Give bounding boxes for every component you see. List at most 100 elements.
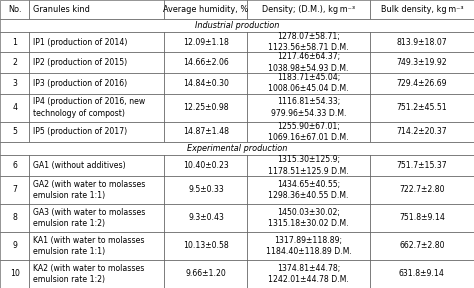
Text: 14.66±2.06: 14.66±2.06: [183, 58, 229, 67]
Bar: [29, 155, 164, 176]
Bar: [247, 73, 370, 94]
Bar: [164, 0, 247, 19]
Text: 1450.03±30.02;
1315.18±30.02 D.M.: 1450.03±30.02; 1315.18±30.02 D.M.: [268, 208, 349, 228]
Text: GA2 (with water to molasses
emulsion rate 1:1): GA2 (with water to molasses emulsion rat…: [33, 180, 145, 200]
Bar: [29, 0, 164, 19]
Bar: [370, 73, 474, 94]
Bar: [247, 122, 370, 142]
Text: 9.5±0.33: 9.5±0.33: [188, 185, 224, 194]
Text: 1116.81±54.33;
979.96±54.33 D.M.: 1116.81±54.33; 979.96±54.33 D.M.: [271, 97, 346, 118]
Text: 9.3±0.43: 9.3±0.43: [188, 213, 224, 222]
Text: KA2 (with water to molasses
emulsion rate 1:2): KA2 (with water to molasses emulsion rat…: [33, 264, 144, 284]
Bar: [29, 122, 164, 142]
Text: 1: 1: [12, 37, 17, 47]
Bar: [370, 0, 474, 19]
Text: 1317.89±118.89;
1184.40±118.89 D.M.: 1317.89±118.89; 1184.40±118.89 D.M.: [265, 236, 352, 256]
Bar: [0, 0, 29, 19]
Bar: [247, 155, 370, 176]
Text: 751.2±45.51: 751.2±45.51: [396, 103, 447, 112]
Text: 749.3±19.92: 749.3±19.92: [397, 58, 447, 67]
Bar: [29, 204, 164, 232]
Text: Bulk density, kg m⁻³: Bulk density, kg m⁻³: [381, 5, 463, 14]
Bar: [247, 94, 370, 122]
Bar: [29, 52, 164, 73]
Text: KA1 (with water to molasses
emulsion rate 1:1): KA1 (with water to molasses emulsion rat…: [33, 236, 144, 256]
Text: IP5 (production of 2017): IP5 (production of 2017): [33, 127, 127, 136]
Text: IP4 (production of 2016, new
technology of compost): IP4 (production of 2016, new technology …: [33, 97, 145, 118]
Text: IP2 (production of 2015): IP2 (production of 2015): [33, 58, 127, 67]
Text: 9.66±1.20: 9.66±1.20: [186, 270, 226, 278]
Bar: [0, 32, 29, 52]
Text: 8: 8: [12, 213, 17, 222]
Text: Average humidity, %: Average humidity, %: [164, 5, 248, 14]
Bar: [247, 176, 370, 204]
Bar: [370, 260, 474, 288]
Bar: [164, 155, 247, 176]
Bar: [370, 52, 474, 73]
Text: IP3 (production of 2016): IP3 (production of 2016): [33, 79, 127, 88]
Text: 729.4±26.69: 729.4±26.69: [397, 79, 447, 88]
Text: 4: 4: [12, 103, 17, 112]
Bar: [0, 122, 29, 142]
Text: 6: 6: [12, 161, 17, 170]
Bar: [0, 142, 474, 155]
Bar: [0, 176, 29, 204]
Text: GA3 (with water to molasses
emulsion rate 1:2): GA3 (with water to molasses emulsion rat…: [33, 208, 145, 228]
Text: Granules kind: Granules kind: [33, 5, 90, 14]
Bar: [247, 204, 370, 232]
Bar: [164, 260, 247, 288]
Bar: [247, 52, 370, 73]
Bar: [29, 260, 164, 288]
Text: 3: 3: [12, 79, 17, 88]
Bar: [370, 204, 474, 232]
Text: 1217.46±64.37;
1038.98±54.93 D.M.: 1217.46±64.37; 1038.98±54.93 D.M.: [268, 52, 349, 73]
Text: 9: 9: [12, 241, 17, 251]
Bar: [164, 73, 247, 94]
Bar: [164, 176, 247, 204]
Text: No.: No.: [8, 5, 21, 14]
Text: 751.8±9.14: 751.8±9.14: [399, 213, 445, 222]
Bar: [164, 52, 247, 73]
Text: 14.87±1.48: 14.87±1.48: [183, 127, 229, 136]
Bar: [370, 94, 474, 122]
Bar: [370, 122, 474, 142]
Text: 813.9±18.07: 813.9±18.07: [397, 37, 447, 47]
Text: 12.25±0.98: 12.25±0.98: [183, 103, 229, 112]
Bar: [370, 176, 474, 204]
Text: IP1 (production of 2014): IP1 (production of 2014): [33, 37, 127, 47]
Text: 1434.65±40.55;
1298.36±40.55 D.M.: 1434.65±40.55; 1298.36±40.55 D.M.: [268, 180, 349, 200]
Bar: [0, 52, 29, 73]
Text: 5: 5: [12, 127, 17, 136]
Text: 631.8±9.14: 631.8±9.14: [399, 270, 445, 278]
Text: 1278.07±58.71;
1123.56±58.71 D.M.: 1278.07±58.71; 1123.56±58.71 D.M.: [268, 32, 349, 52]
Bar: [29, 176, 164, 204]
Text: Industrial production: Industrial production: [195, 21, 279, 30]
Text: 14.84±0.30: 14.84±0.30: [183, 79, 229, 88]
Text: GA1 (without additives): GA1 (without additives): [33, 161, 125, 170]
Bar: [164, 32, 247, 52]
Bar: [29, 232, 164, 260]
Bar: [370, 32, 474, 52]
Text: 1374.81±44.78;
1242.01±44.78 D.M.: 1374.81±44.78; 1242.01±44.78 D.M.: [268, 264, 349, 284]
Bar: [0, 204, 29, 232]
Text: 10.40±0.23: 10.40±0.23: [183, 161, 229, 170]
Text: 1315.30±125.9;
1178.51±125.9 D.M.: 1315.30±125.9; 1178.51±125.9 D.M.: [268, 155, 349, 176]
Bar: [0, 19, 474, 32]
Text: 714.2±20.37: 714.2±20.37: [397, 127, 447, 136]
Bar: [247, 0, 370, 19]
Bar: [0, 232, 29, 260]
Text: 7: 7: [12, 185, 17, 194]
Text: 2: 2: [12, 58, 17, 67]
Bar: [247, 32, 370, 52]
Bar: [370, 232, 474, 260]
Text: 1183.71±45.04;
1008.06±45.04 D.M.: 1183.71±45.04; 1008.06±45.04 D.M.: [268, 73, 349, 93]
Bar: [29, 94, 164, 122]
Bar: [164, 232, 247, 260]
Text: 1255.90±67.01;
1069.16±67.01 D.M.: 1255.90±67.01; 1069.16±67.01 D.M.: [268, 122, 349, 142]
Bar: [0, 73, 29, 94]
Text: 722.7±2.80: 722.7±2.80: [399, 185, 445, 194]
Text: 12.09±1.18: 12.09±1.18: [183, 37, 229, 47]
Text: 662.7±2.80: 662.7±2.80: [399, 241, 445, 251]
Bar: [164, 122, 247, 142]
Text: 751.7±15.37: 751.7±15.37: [397, 161, 447, 170]
